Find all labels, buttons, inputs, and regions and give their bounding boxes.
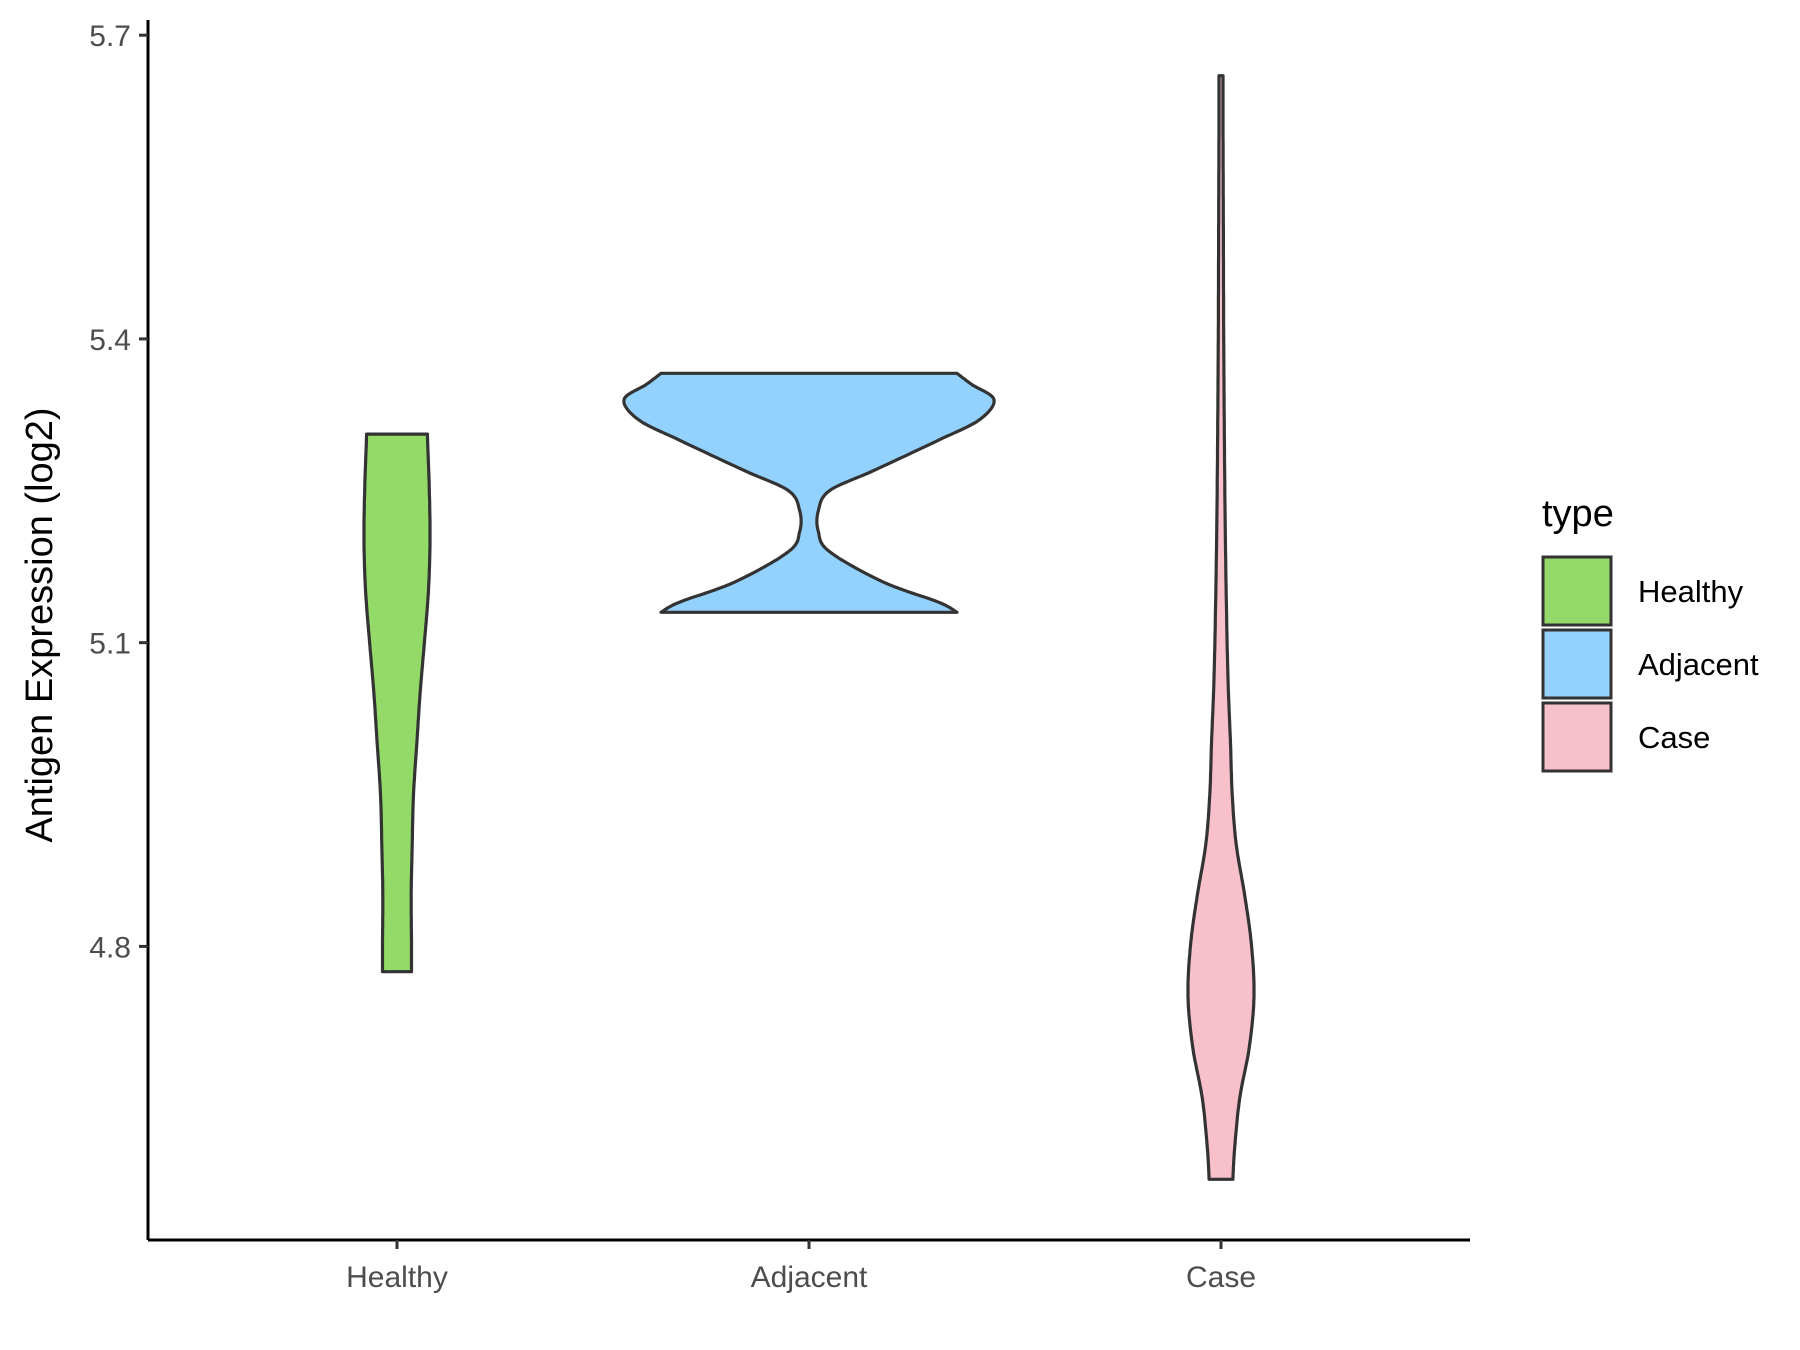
violin-case (1186, 74, 1256, 1181)
y-tick-label: 5.7 (89, 20, 131, 53)
legend-title: type (1542, 493, 1614, 535)
legend-swatch-healthy (1541, 555, 1613, 627)
x-tick-label: Adjacent (751, 1261, 868, 1294)
violin-adjacent (622, 371, 996, 614)
y-tick-label: 4.8 (89, 931, 131, 964)
violin-layer (362, 74, 1256, 1181)
legend-swatch-case (1541, 701, 1613, 773)
y-tick-label: 5.1 (89, 628, 131, 661)
y-tick-label: 5.4 (89, 324, 131, 357)
legend: type Healthy Adjacent Case (1541, 493, 1759, 773)
legend-swatch-adjacent (1541, 628, 1613, 700)
y-axis-title: Antigen Expression (log2) (19, 407, 61, 842)
x-tick-label: Case (1186, 1261, 1256, 1294)
x-tick-label: Healthy (346, 1261, 448, 1294)
legend-label: Healthy (1638, 574, 1744, 609)
violin-healthy (362, 432, 432, 974)
legend-label: Adjacent (1638, 647, 1759, 682)
x-axis: Healthy Adjacent Case (148, 1238, 1470, 1294)
legend-label: Case (1638, 720, 1710, 755)
y-axis: 4.8 5.1 5.4 5.7 (89, 20, 150, 1240)
